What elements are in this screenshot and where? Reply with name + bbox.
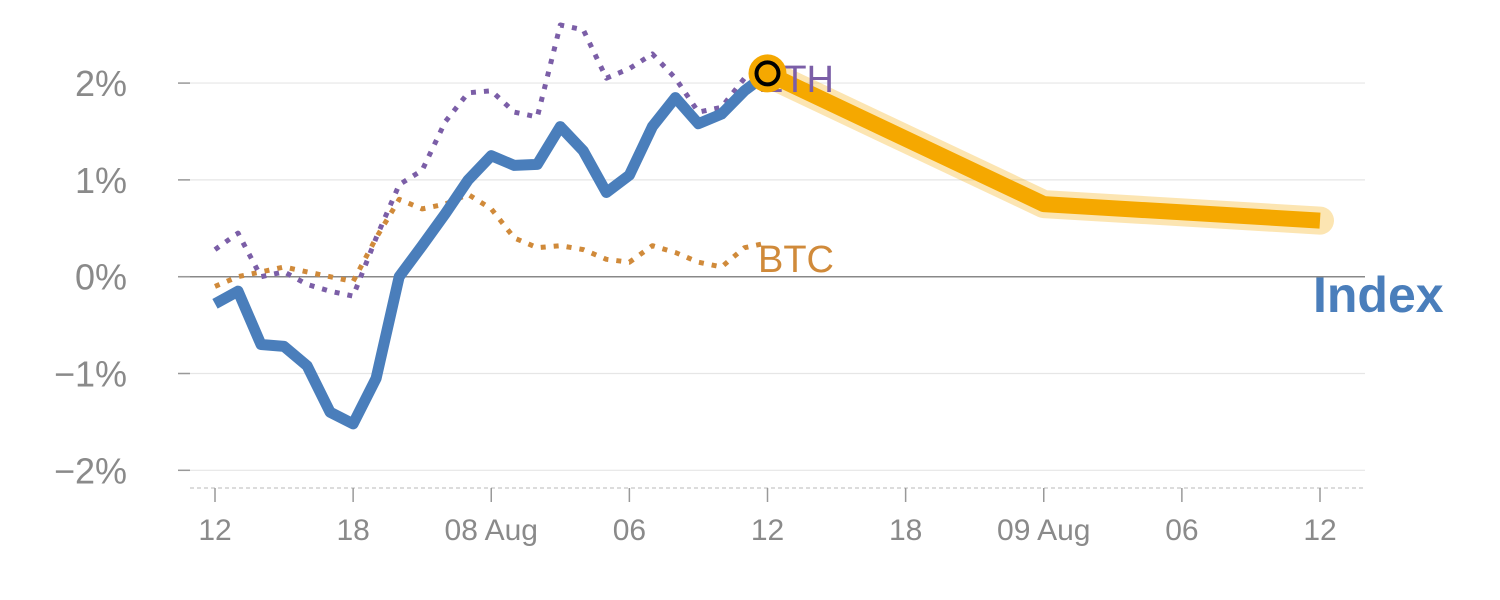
- x-tick-label: 09 Aug: [997, 514, 1090, 547]
- x-tick-label: 12: [1303, 514, 1336, 547]
- series-labels: ETH BTC Index: [758, 59, 1444, 323]
- series-label-btc: BTC: [758, 239, 834, 281]
- x-tick-label: 12: [751, 514, 784, 547]
- x-tick-label: 06: [613, 514, 646, 547]
- x-tick-label: 06: [1165, 514, 1198, 547]
- y-axis-ticks: 2% 1% 0% −1% −2%: [54, 63, 190, 491]
- marker-point: [754, 60, 781, 87]
- series-line-index: [212, 69, 771, 430]
- series-label-index: Index: [1313, 267, 1444, 323]
- y-tick-label: 0%: [75, 257, 127, 298]
- y-tick-label: 1%: [75, 160, 127, 201]
- x-tick-label: 18: [889, 514, 922, 547]
- y-tick-label: 2%: [75, 63, 127, 104]
- y-tick-label: −2%: [54, 450, 127, 491]
- x-axis-ticks: 12 18 08 Aug 06 12 18 09 Aug 06 12: [198, 488, 1337, 547]
- series-lines: [212, 22, 1334, 430]
- series-line-index-forecast: [764, 66, 1321, 229]
- x-tick-label: 12: [198, 514, 231, 547]
- series-line-btc: [214, 191, 769, 289]
- y-tick-label: −1%: [54, 354, 127, 395]
- current-value-marker: [748, 54, 787, 93]
- x-tick-label: 08 Aug: [445, 514, 538, 547]
- x-tick-label: 18: [336, 514, 369, 547]
